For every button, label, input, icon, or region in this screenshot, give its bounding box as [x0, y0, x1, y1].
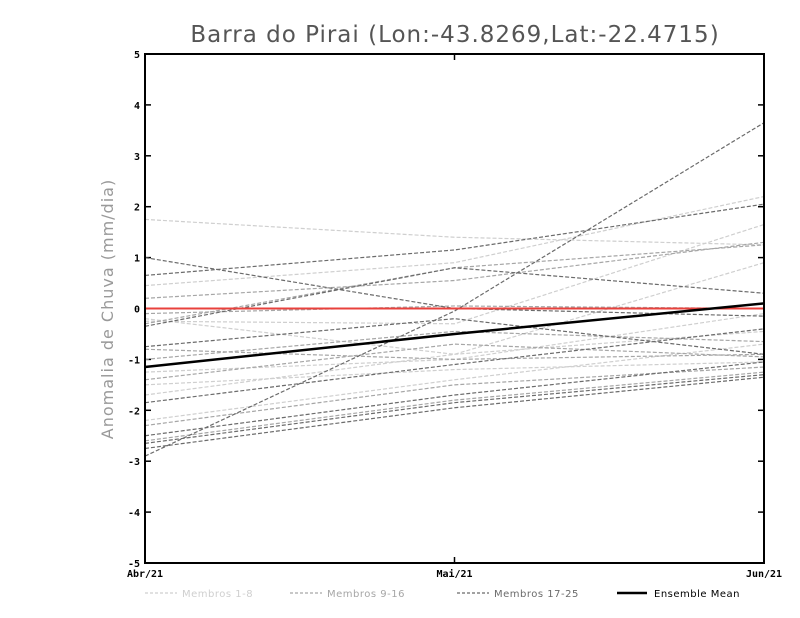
y-tick-label: 0 — [134, 305, 140, 316]
member-line-m14 — [144, 348, 765, 361]
member-line-m20 — [144, 267, 765, 327]
y-axis-label: Anomalia de Chuva (mm/dia) — [98, 179, 117, 439]
y-tick-label: -5 — [128, 559, 140, 570]
y-tick-label: -2 — [128, 406, 140, 417]
member-line-m22 — [144, 328, 765, 404]
chart-title: Barra do Pirai (Lon:-43.8269,Lat:-22.471… — [190, 22, 719, 48]
member-line-m11 — [144, 330, 765, 360]
member-line-m10 — [144, 241, 765, 299]
legend: Membros 1-8 Membros 9-16 Membros 17-25 Ense… — [145, 589, 740, 600]
member-line-m23 — [144, 361, 765, 437]
ensemble-mean-line — [144, 302, 765, 369]
legend-label: Membros 9-16 — [327, 589, 405, 600]
y-tick-label: -1 — [128, 355, 140, 366]
member-line-m8 — [144, 361, 765, 386]
member-line-m15 — [144, 371, 765, 442]
member-line-m12 — [144, 343, 765, 381]
member-line-m24 — [144, 376, 765, 450]
legend-label: Membros 17-25 — [494, 589, 579, 600]
legend-label: Membros 1-8 — [182, 589, 253, 600]
member-line-m17 — [144, 122, 765, 457]
member-line-m13 — [144, 305, 765, 315]
x-tick-label: Jun/21 — [746, 569, 782, 580]
member-line-m18 — [144, 203, 765, 277]
member-line-m6 — [144, 330, 765, 396]
plot-frame — [144, 53, 765, 564]
y-tick-label: 5 — [134, 50, 140, 61]
y-tick-label: -3 — [128, 457, 140, 468]
y-tick-label: 3 — [134, 152, 140, 163]
y-tick-label: 1 — [134, 254, 140, 265]
member-line-m21 — [144, 318, 765, 355]
x-tick-label: Abr/21 — [127, 569, 163, 580]
y-tick-label: -4 — [128, 508, 140, 519]
x-tick-label: Mai/21 — [436, 568, 472, 580]
y-tick-label: 4 — [134, 101, 140, 112]
member-series — [144, 122, 765, 457]
member-line-m3 — [144, 223, 765, 325]
member-line-m1 — [144, 218, 765, 246]
member-line-m2 — [144, 195, 765, 287]
y-tick-label: 2 — [134, 203, 140, 214]
member-line-m4 — [144, 262, 765, 355]
member-line-m25 — [144, 374, 765, 444]
legend-label: Ensemble Mean — [654, 589, 740, 600]
